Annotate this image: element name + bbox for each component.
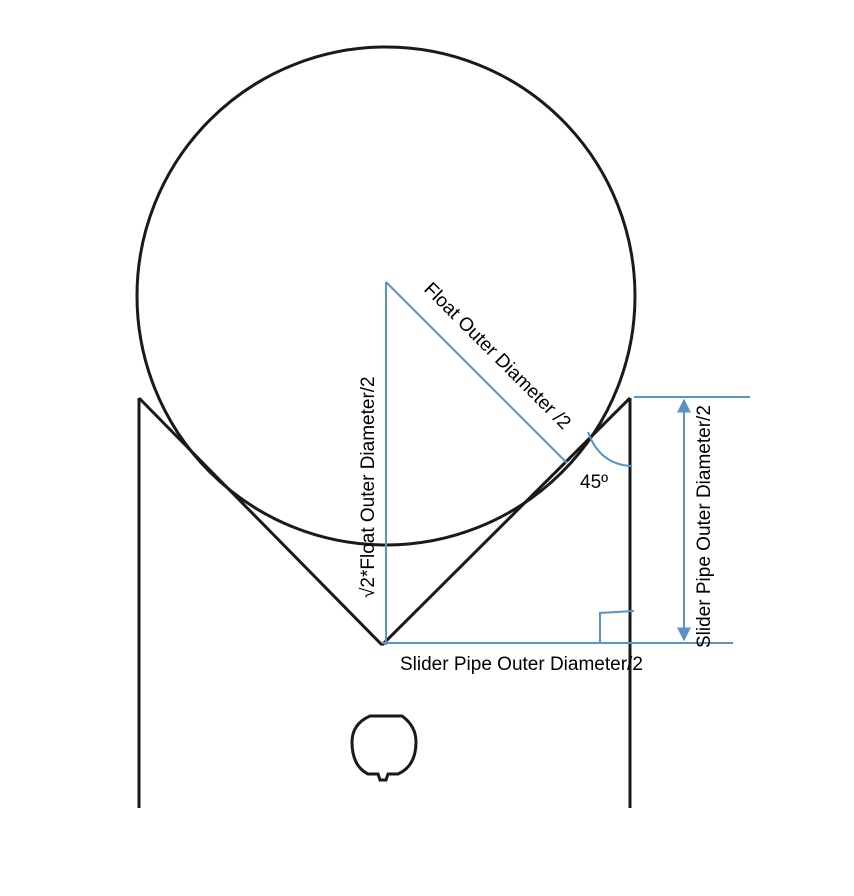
v-notch-right bbox=[380, 396, 632, 647]
pipe-base-label: Slider Pipe Outer Diameter/2 bbox=[400, 654, 643, 675]
pipe-height-label: Slider Pipe Outer Diameter/2 bbox=[694, 405, 715, 648]
pin-hole bbox=[350, 714, 418, 782]
angle-label: 45º bbox=[580, 472, 608, 493]
v-notch-left bbox=[137, 396, 384, 647]
right-angle-marker bbox=[599, 610, 635, 643]
float-radius-label: Float Outer Diameter /2 bbox=[419, 279, 574, 434]
angle-arc bbox=[587, 431, 633, 467]
float-radius-line bbox=[385, 281, 568, 464]
vertical-height-label: √2*Float Outer Diameter/2 bbox=[358, 376, 379, 598]
